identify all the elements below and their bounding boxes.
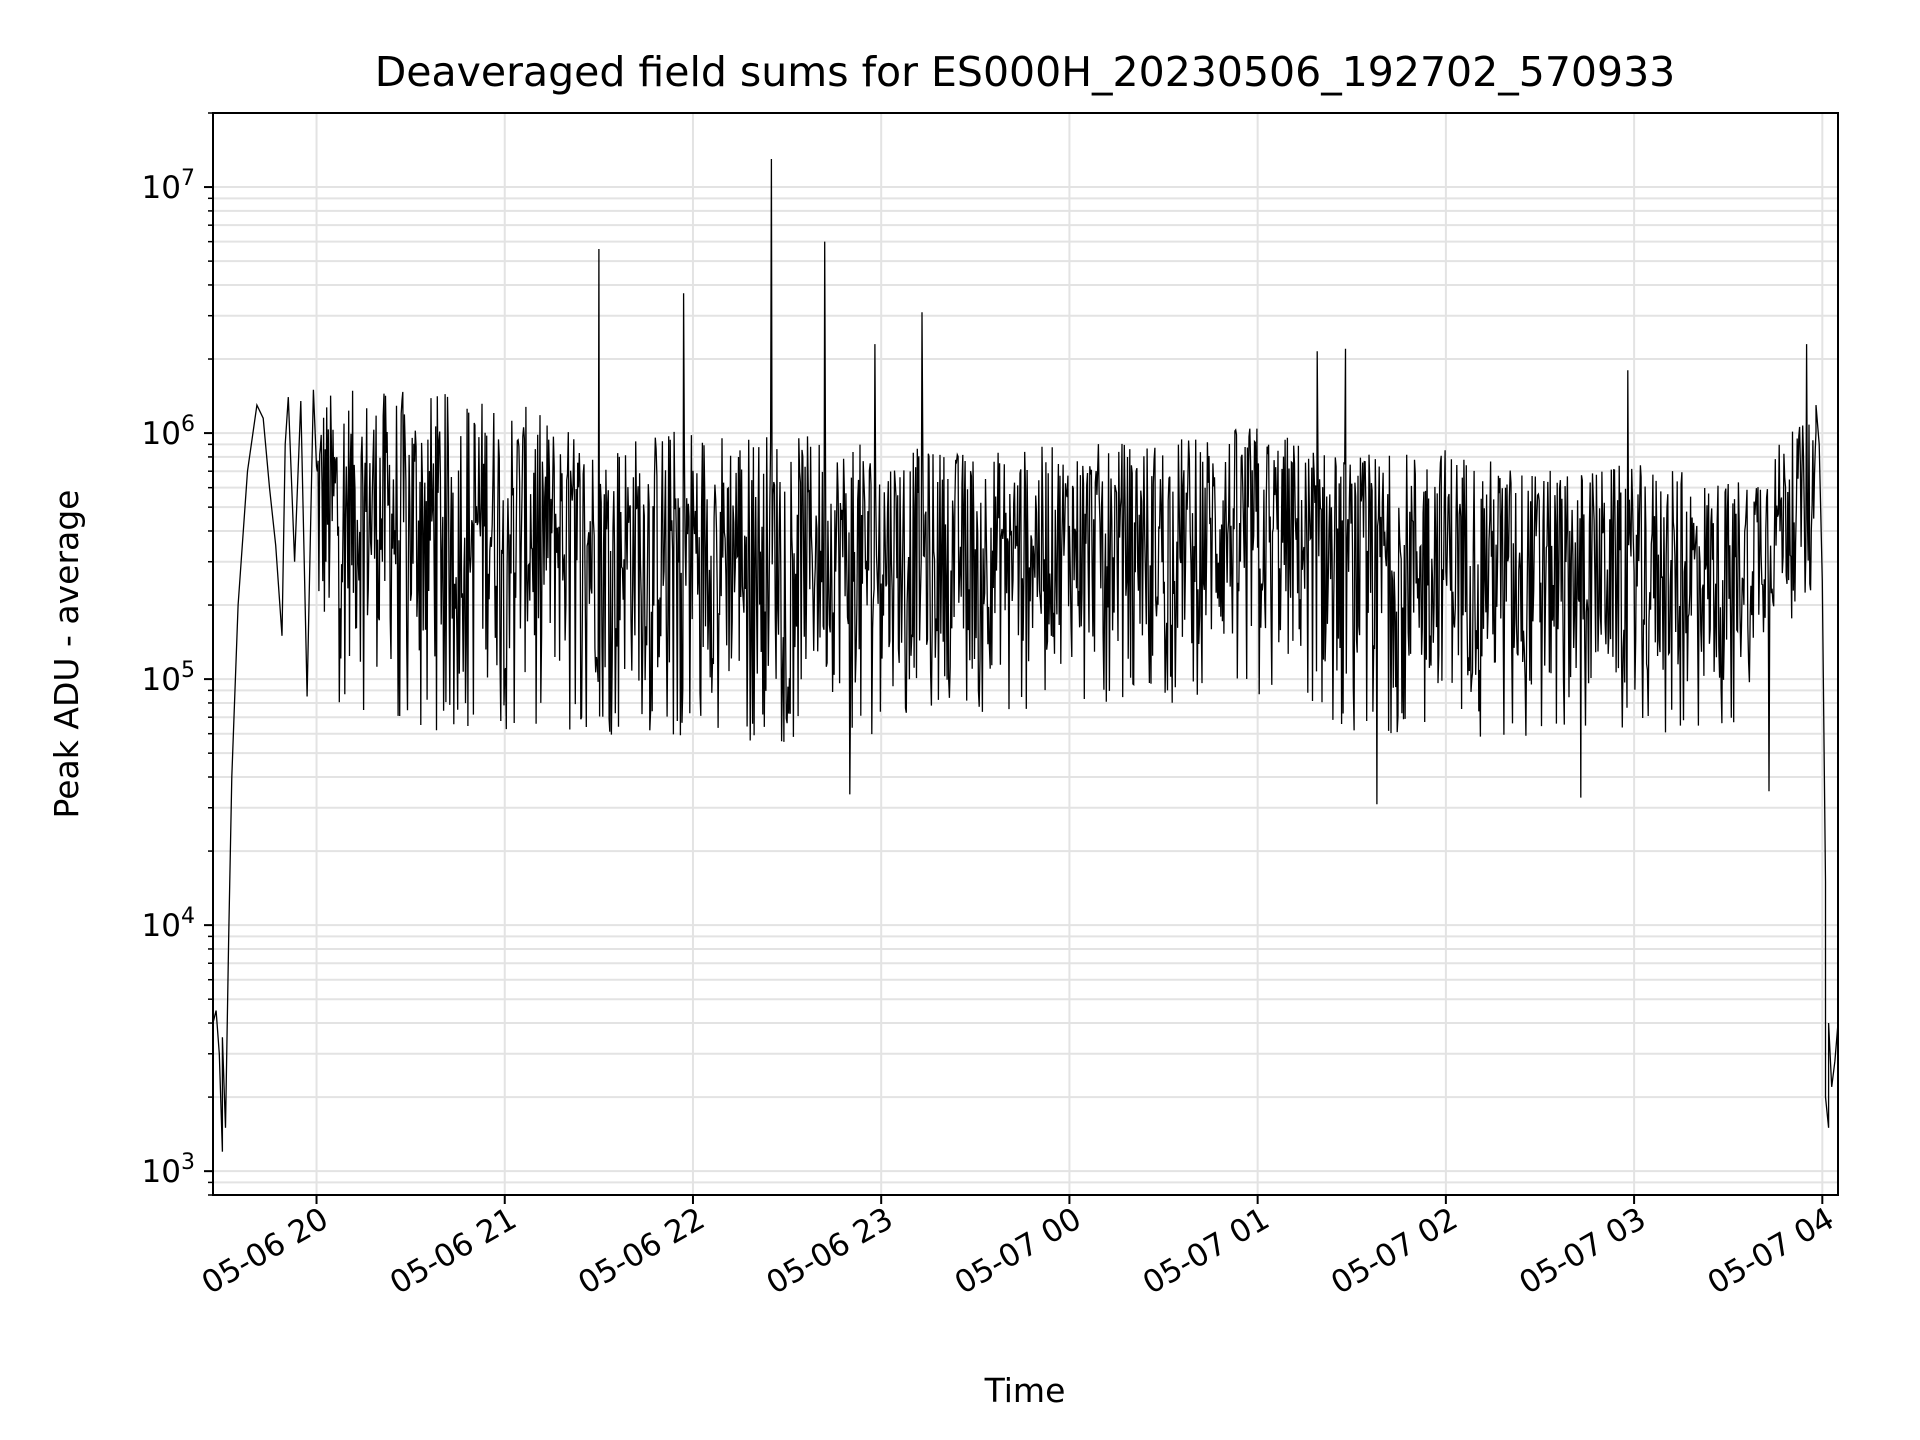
- x-tick-label: 05-06 21: [384, 1201, 523, 1302]
- x-tick-label: 05-07 04: [1702, 1201, 1841, 1302]
- y-tick-label: 107: [142, 166, 195, 206]
- x-tick-label: 05-06 22: [572, 1201, 711, 1302]
- series-line: [212, 158, 1839, 1152]
- x-tick-label: 05-06 23: [760, 1201, 899, 1302]
- y-tick-label: 103: [142, 1150, 195, 1190]
- x-tick-label: 05-07 00: [949, 1201, 1088, 1302]
- x-tick-label: 05-07 02: [1325, 1201, 1464, 1302]
- y-tick-label: 106: [142, 412, 195, 452]
- chart-title: Deaveraged field sums for ES000H_2023050…: [375, 48, 1676, 96]
- x-axis-label: Time: [984, 1371, 1066, 1410]
- y-tick-label: 105: [142, 658, 195, 698]
- plot-frame: [212, 112, 1839, 1196]
- x-tick-label: 05-07 01: [1137, 1201, 1276, 1302]
- data-series: [212, 158, 1839, 1152]
- y-axis-label: Peak ADU - average: [47, 490, 86, 819]
- y-tick-label: 104: [142, 904, 195, 944]
- x-tick-label: 05-07 03: [1513, 1201, 1652, 1302]
- x-tick-label: 05-06 20: [196, 1201, 335, 1302]
